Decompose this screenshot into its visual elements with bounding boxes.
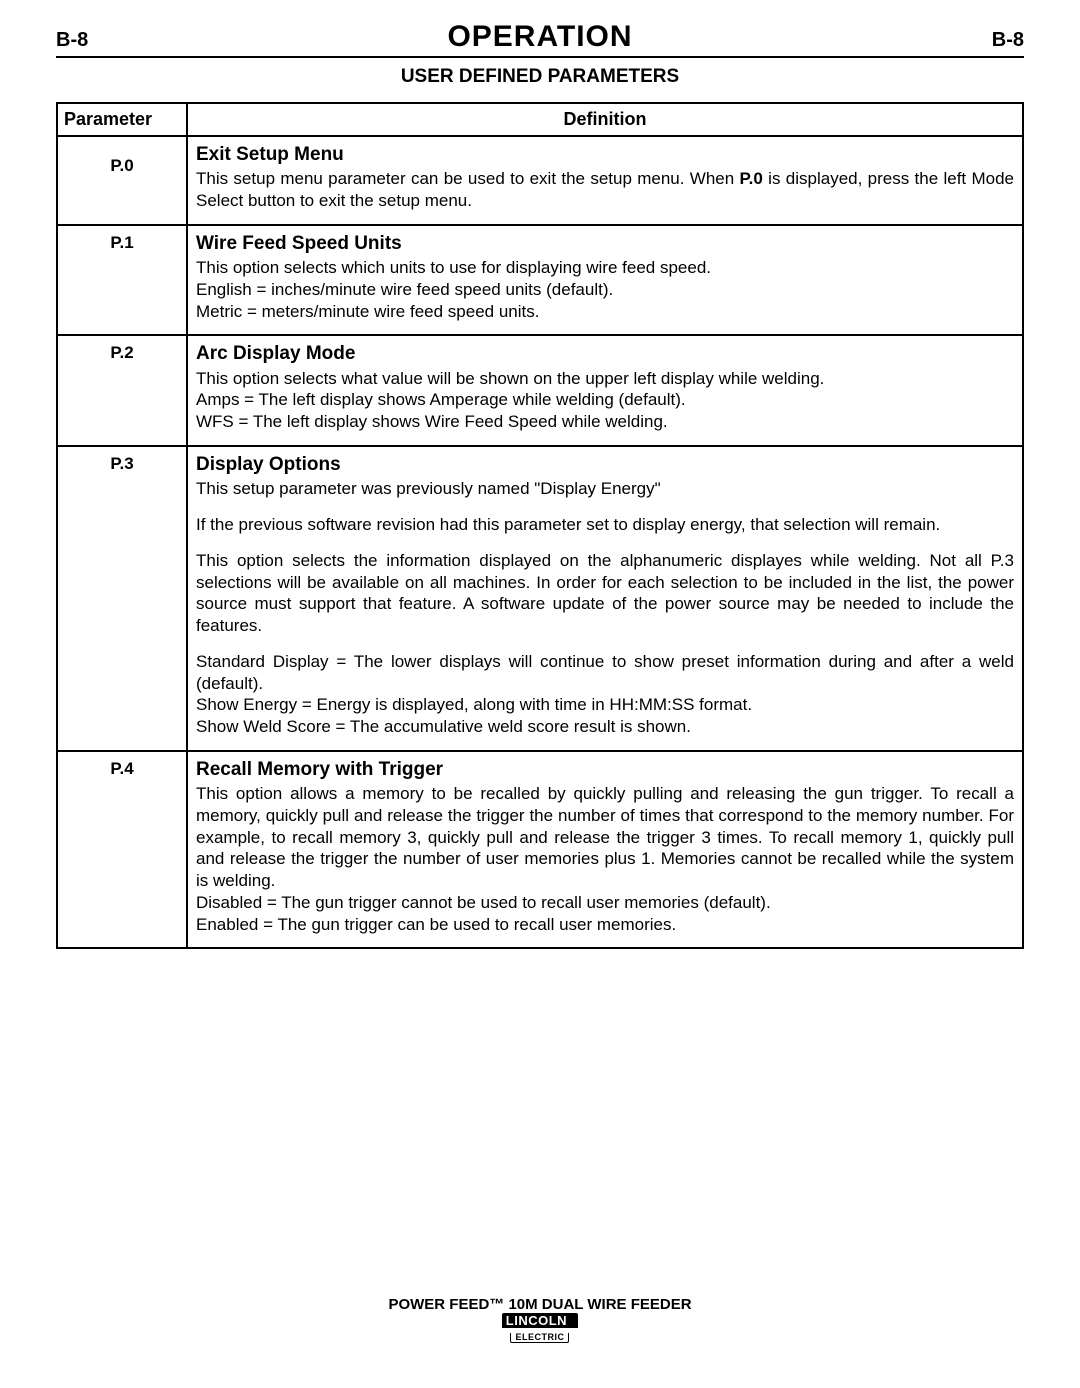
def-text: Enabled = The gun trigger can be used to… xyxy=(196,914,1014,936)
def-text: This option allows a memory to be recall… xyxy=(196,783,1014,892)
param-definition: Display Options This setup parameter was… xyxy=(187,446,1023,751)
def-text: English = inches/minute wire feed speed … xyxy=(196,279,1014,301)
def-text-bold: P.0 xyxy=(740,169,763,188)
col-parameter-header: Parameter xyxy=(57,103,187,136)
def-text: This option selects which units to use f… xyxy=(196,257,1014,279)
param-definition: Exit Setup Menu This setup menu paramete… xyxy=(187,136,1023,225)
param-code: P.0 xyxy=(57,136,187,225)
def-text: This setup menu parameter can be used to… xyxy=(196,169,740,188)
param-definition: Wire Feed Speed Units This option select… xyxy=(187,225,1023,336)
product-name: POWER FEED™ 10M DUAL WIRE FEEDER xyxy=(0,1296,1080,1313)
def-text: This option selects the information disp… xyxy=(196,550,1014,637)
def-text: Show Weld Score = The accumulative weld … xyxy=(196,716,1014,738)
logo-bottom-text: ELECTRIC xyxy=(510,1333,569,1343)
def-text: This setup parameter was previously name… xyxy=(196,478,1014,500)
def-title: Recall Memory with Trigger xyxy=(196,758,1014,782)
param-code: P.4 xyxy=(57,751,187,949)
brand-logo: LINCOLN® ELECTRIC xyxy=(502,1313,578,1343)
table-header-row: Parameter Definition xyxy=(57,103,1023,136)
col-definition-header: Definition xyxy=(187,103,1023,136)
registered-icon: ® xyxy=(568,1312,575,1322)
def-text: Disabled = The gun trigger cannot be use… xyxy=(196,892,1014,914)
def-text: Amps = The left display shows Amperage w… xyxy=(196,389,1014,411)
param-code: P.3 xyxy=(57,446,187,751)
param-definition: Recall Memory with Trigger This option a… xyxy=(187,751,1023,949)
def-text: Show Energy = Energy is displayed, along… xyxy=(196,694,1014,716)
def-title: Exit Setup Menu xyxy=(196,143,1014,167)
param-code: P.2 xyxy=(57,335,187,446)
logo-lincoln: LINCOLN xyxy=(506,1313,567,1328)
table-row: P.2 Arc Display Mode This option selects… xyxy=(57,335,1023,446)
def-text: Metric = meters/minute wire feed speed u… xyxy=(196,301,1014,323)
def-text: Standard Display = The lower displays wi… xyxy=(196,651,1014,695)
def-text: This option selects what value will be s… xyxy=(196,368,1014,390)
logo-top-text: LINCOLN® xyxy=(502,1313,578,1328)
param-definition: Arc Display Mode This option selects wha… xyxy=(187,335,1023,446)
def-text: If the previous software revision had th… xyxy=(196,514,1014,536)
table-row: P.3 Display Options This setup parameter… xyxy=(57,446,1023,751)
table-row: P.0 Exit Setup Menu This setup menu para… xyxy=(57,136,1023,225)
page-header: B-8 OPERATION B-8 xyxy=(56,20,1024,58)
table-row: P.4 Recall Memory with Trigger This opti… xyxy=(57,751,1023,949)
parameters-table: Parameter Definition P.0 Exit Setup Menu… xyxy=(56,102,1024,949)
page-number-right: B-8 xyxy=(992,29,1024,52)
def-title: Wire Feed Speed Units xyxy=(196,232,1014,256)
def-title: Arc Display Mode xyxy=(196,342,1014,366)
def-text: WFS = The left display shows Wire Feed S… xyxy=(196,411,1014,433)
def-title: Display Options xyxy=(196,453,1014,477)
page-footer: POWER FEED™ 10M DUAL WIRE FEEDER LINCOLN… xyxy=(0,1296,1080,1344)
table-row: P.1 Wire Feed Speed Units This option se… xyxy=(57,225,1023,336)
section-subtitle: USER DEFINED PARAMETERS xyxy=(56,66,1024,88)
param-code: P.1 xyxy=(57,225,187,336)
page-title: OPERATION xyxy=(447,20,632,54)
page-number-left: B-8 xyxy=(56,29,88,52)
